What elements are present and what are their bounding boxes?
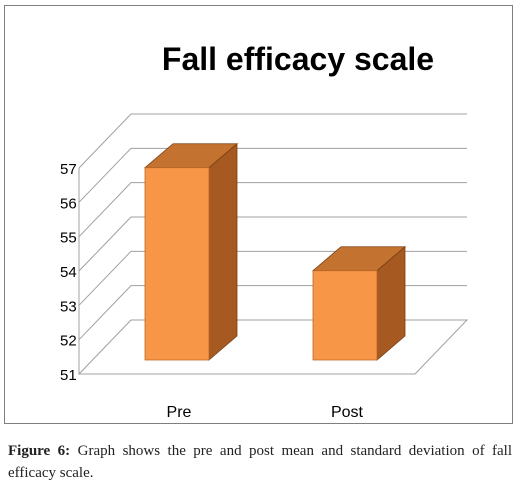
chart-bars [143, 142, 407, 361]
y-tick-label: 53 [60, 298, 77, 315]
gridline [78, 182, 467, 238]
gridline [78, 113, 467, 169]
gridline [78, 250, 467, 306]
bar-front-face [312, 270, 378, 361]
y-tick-label: 54 [60, 264, 77, 281]
gridline [78, 216, 467, 272]
chart: 51 52 53 54 55 56 57 Pre Post Fall efficacy sca… [60, 41, 469, 421]
gridline [78, 147, 467, 203]
figure-caption-text: Graph shows the pre and post mean and st… [8, 443, 512, 481]
y-tick-label: 52 [60, 333, 77, 350]
y-tick-label: 55 [60, 230, 77, 247]
y-tick-label: 57 [60, 161, 77, 178]
x-tick-label: Post [331, 404, 364, 421]
gridline [78, 285, 467, 341]
chart-floor [77, 319, 469, 375]
bar-front-face [144, 167, 210, 361]
y-axis-ticks: 51 52 53 54 55 56 57 [60, 161, 77, 384]
chart-frame [4, 5, 513, 424]
x-tick-label: Pre [167, 404, 192, 421]
chart-grid [77, 113, 469, 375]
figure-caption: Figure 6: Graph shows the pre and post m… [8, 440, 512, 484]
x-axis-labels: Pre Post [167, 404, 364, 421]
y-tick-label: 51 [60, 367, 77, 384]
bar [311, 245, 407, 361]
figure-label: Figure 6: [8, 443, 71, 459]
chart-title: Fall efficacy scale [162, 41, 434, 77]
bar [143, 142, 239, 361]
bar-side-face [208, 142, 238, 361]
y-tick-label: 56 [60, 195, 77, 212]
